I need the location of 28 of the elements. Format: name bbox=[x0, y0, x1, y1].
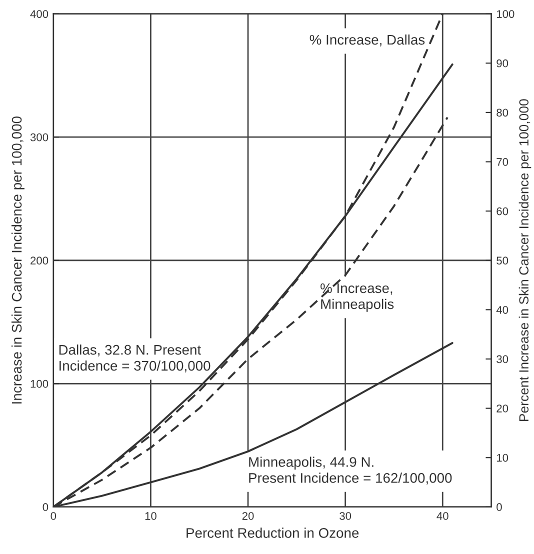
y2-tick-label: 30 bbox=[496, 355, 508, 364]
y2-tick-label: 40 bbox=[496, 306, 508, 314]
y2-tick-label: 100 bbox=[496, 10, 514, 18]
y2-axis-title: Percent Increase in Skin Cancer Incidence per 100,000 bbox=[518, 99, 532, 422]
x-tick-label: 30 bbox=[340, 512, 352, 520]
y2-tick-label: 0 bbox=[496, 503, 502, 512]
x-tick-label: 40 bbox=[436, 512, 448, 520]
y2-tick-label: 10 bbox=[496, 454, 508, 462]
y2-tick-label: 70 bbox=[496, 158, 508, 166]
y-axis-title: Increase in Skin Cancer Incidence per 100,000 bbox=[12, 116, 24, 404]
y-tick-label: 300 bbox=[30, 133, 48, 142]
series-label: % Increase, Dallas bbox=[310, 34, 425, 46]
x-tick-label: 20 bbox=[242, 512, 254, 520]
y2-tick-label: 60 bbox=[496, 207, 508, 216]
y2-tick-label: 20 bbox=[496, 404, 508, 412]
y2-tick-label: 50 bbox=[496, 256, 508, 265]
y-tick-label: 100 bbox=[30, 380, 48, 388]
series-label: Dallas, 32.8 N. Present Incidence = 370/100,000 bbox=[59, 344, 210, 372]
x-axis-title: Percent Reduction in Ozone bbox=[186, 528, 359, 538]
y-tick-label: 400 bbox=[30, 10, 48, 18]
y2-tick-label: 80 bbox=[496, 108, 508, 117]
x-tick-label: 0 bbox=[50, 512, 56, 520]
y2-tick-label: 90 bbox=[496, 59, 508, 68]
y-tick-label: 0 bbox=[42, 503, 48, 512]
series-label: Minneapolis, 44.9 N. Present Incidence = 162/100,000 bbox=[249, 456, 452, 485]
y-tick-label: 200 bbox=[30, 256, 48, 265]
x-tick-label: 10 bbox=[145, 512, 156, 520]
series-label: % Increase, Minneapolis bbox=[320, 283, 394, 312]
